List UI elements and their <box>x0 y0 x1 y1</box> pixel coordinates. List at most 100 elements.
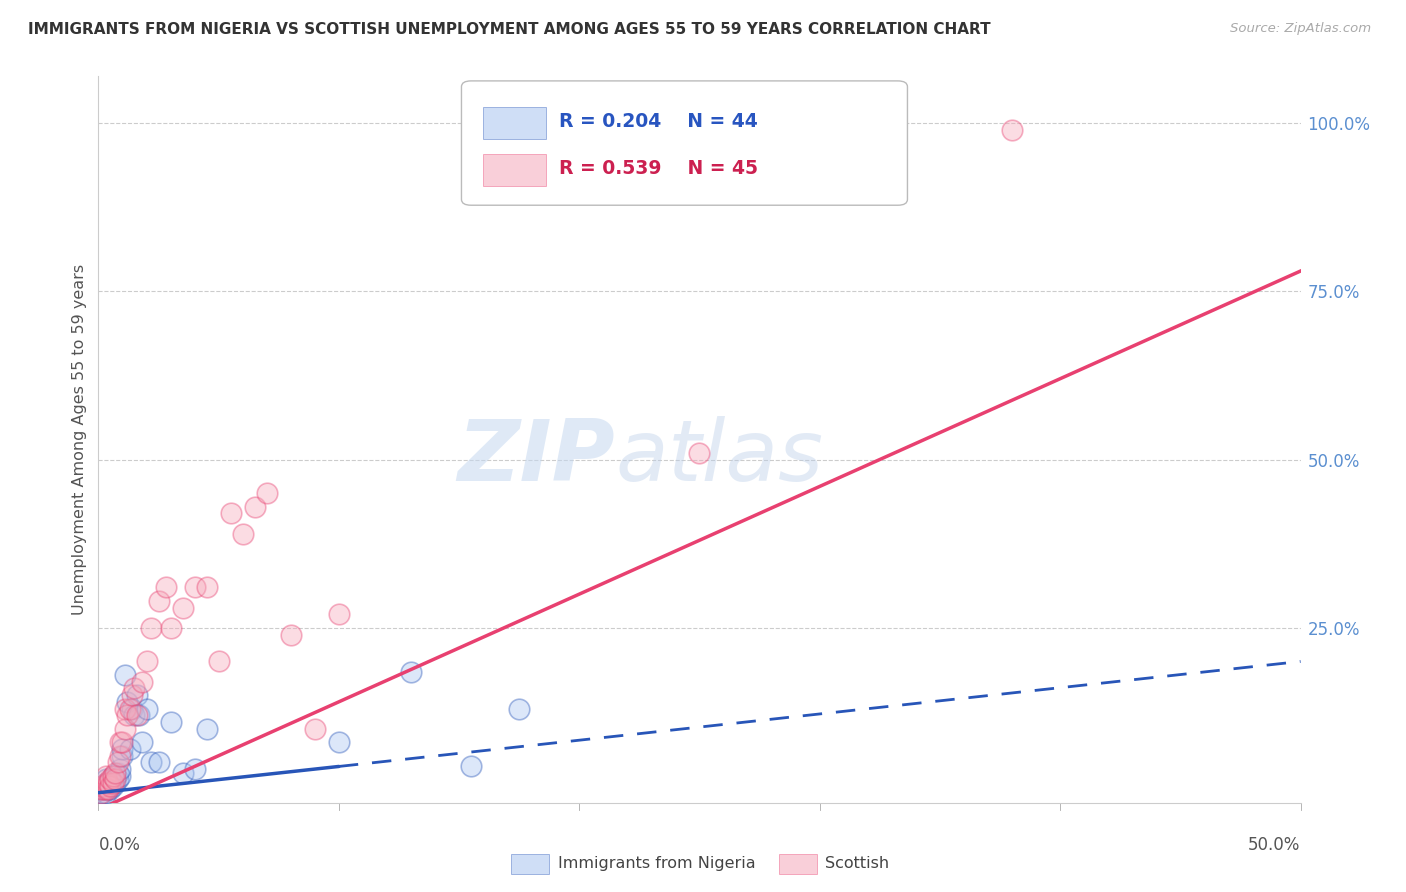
Text: Immigrants from Nigeria: Immigrants from Nigeria <box>558 856 755 871</box>
Point <box>91 786 114 800</box>
Point <box>94 786 117 800</box>
Text: ZIP: ZIP <box>458 416 616 499</box>
Y-axis label: Unemployment Among Ages 55 to 59 years: Unemployment Among Ages 55 to 59 years <box>72 264 87 615</box>
Point <box>111 742 134 756</box>
Point <box>97 782 120 797</box>
Point <box>101 779 124 793</box>
Point <box>94 769 117 783</box>
Point <box>91 782 114 797</box>
Point <box>108 762 131 776</box>
Point <box>104 769 127 783</box>
Point <box>195 581 218 595</box>
Point <box>195 722 218 736</box>
Point <box>108 735 131 749</box>
Point <box>94 782 117 797</box>
Point <box>141 756 163 770</box>
Point <box>121 701 143 715</box>
Text: 0.0%: 0.0% <box>98 836 141 854</box>
Point <box>148 594 170 608</box>
Point <box>1001 122 1024 136</box>
Point <box>148 756 170 770</box>
Point <box>118 701 141 715</box>
Point <box>97 782 120 797</box>
Point <box>111 748 134 763</box>
FancyBboxPatch shape <box>461 81 907 205</box>
Point <box>100 779 122 793</box>
Point <box>328 607 350 622</box>
Point <box>100 782 122 797</box>
Point <box>125 688 148 702</box>
Text: R = 0.539    N = 45: R = 0.539 N = 45 <box>558 160 758 178</box>
Text: Source: ZipAtlas.com: Source: ZipAtlas.com <box>1230 22 1371 36</box>
Text: atlas: atlas <box>616 416 824 499</box>
Point <box>159 621 181 635</box>
Point <box>91 779 114 793</box>
Point <box>97 775 120 789</box>
Point <box>100 775 122 789</box>
Point <box>131 674 153 689</box>
Point <box>141 621 163 635</box>
Point <box>131 735 153 749</box>
Point <box>94 775 117 789</box>
Point <box>121 688 143 702</box>
Text: 50.0%: 50.0% <box>1249 836 1301 854</box>
Point <box>124 681 146 696</box>
Point <box>101 775 124 789</box>
Text: Scottish: Scottish <box>824 856 889 871</box>
Point <box>111 735 134 749</box>
Point <box>94 772 117 787</box>
Point <box>135 655 157 669</box>
Point <box>101 769 124 783</box>
FancyBboxPatch shape <box>484 154 546 186</box>
Point <box>460 758 482 772</box>
Point <box>243 500 266 514</box>
Point <box>183 581 205 595</box>
Point <box>97 779 120 793</box>
Point <box>104 772 127 787</box>
Point <box>219 507 242 521</box>
Point <box>101 772 124 787</box>
Point <box>208 655 231 669</box>
Point <box>108 748 131 763</box>
Point <box>125 708 148 723</box>
Point <box>328 735 350 749</box>
Point <box>117 708 139 723</box>
Point <box>688 446 710 460</box>
Point <box>90 786 112 800</box>
Point <box>114 722 136 736</box>
Point <box>232 526 254 541</box>
Point <box>104 765 127 780</box>
Point <box>172 600 194 615</box>
Point <box>280 627 302 641</box>
Point <box>135 701 157 715</box>
Point <box>172 765 194 780</box>
Point <box>304 722 326 736</box>
FancyBboxPatch shape <box>779 854 817 874</box>
Point <box>108 769 131 783</box>
Point <box>114 668 136 682</box>
Point <box>94 775 117 789</box>
Point <box>97 775 120 789</box>
Point <box>104 775 127 789</box>
Point <box>107 765 129 780</box>
Point <box>90 786 112 800</box>
Point <box>508 701 530 715</box>
Text: R = 0.204    N = 44: R = 0.204 N = 44 <box>558 112 758 131</box>
Point <box>128 708 150 723</box>
Point <box>91 779 114 793</box>
Point <box>90 782 112 797</box>
Point <box>117 695 139 709</box>
Point <box>107 772 129 787</box>
Point <box>107 756 129 770</box>
Point <box>91 782 114 797</box>
FancyBboxPatch shape <box>510 854 550 874</box>
Point <box>159 714 181 729</box>
Point <box>155 581 177 595</box>
Point <box>100 772 122 787</box>
Point <box>101 769 124 783</box>
FancyBboxPatch shape <box>484 107 546 139</box>
Point <box>256 486 278 500</box>
Point <box>118 742 141 756</box>
Point <box>124 708 146 723</box>
Point <box>90 782 112 797</box>
